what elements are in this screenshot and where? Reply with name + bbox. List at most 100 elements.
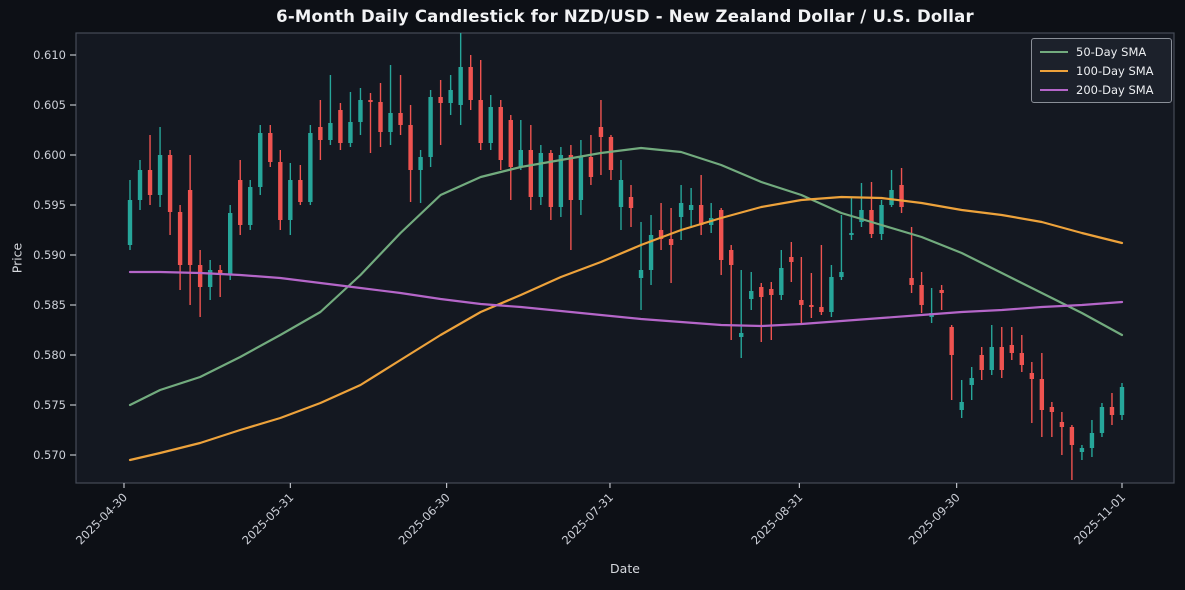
candle xyxy=(338,103,343,150)
candle xyxy=(919,272,924,313)
candle-body xyxy=(1009,345,1014,353)
candle-body xyxy=(698,205,704,225)
candle xyxy=(318,100,323,160)
candle-body xyxy=(488,107,493,143)
candle xyxy=(588,135,594,185)
candle xyxy=(628,185,634,227)
legend-item-sma200: 200-Day SMA xyxy=(1037,80,1166,99)
candle-body xyxy=(1049,407,1055,412)
candle xyxy=(418,150,423,203)
candle xyxy=(177,205,183,290)
candle-body xyxy=(428,97,433,157)
candle-body xyxy=(418,157,423,170)
candle-body xyxy=(588,157,594,177)
candle xyxy=(438,80,443,145)
candle xyxy=(658,203,664,250)
candle-body xyxy=(177,212,183,265)
candle xyxy=(488,95,493,150)
candle-body xyxy=(829,277,834,312)
candle xyxy=(197,250,203,317)
candle xyxy=(809,273,814,318)
candle xyxy=(508,115,513,200)
candle xyxy=(999,327,1004,378)
candle xyxy=(1029,362,1035,423)
candle xyxy=(478,60,483,150)
candle-body xyxy=(989,347,994,370)
candle-body xyxy=(598,127,604,137)
candle xyxy=(789,242,794,282)
candle xyxy=(278,150,283,230)
candle-body xyxy=(308,133,313,202)
sma200-line-swatch xyxy=(1040,88,1068,91)
candle xyxy=(638,222,644,310)
candle xyxy=(939,285,944,310)
candle-body xyxy=(248,187,253,225)
candle-body xyxy=(408,125,413,170)
x-tick-label: 2025-08-31 xyxy=(748,490,805,547)
candle xyxy=(889,170,894,207)
candle-body xyxy=(668,239,674,245)
candle xyxy=(1039,353,1045,437)
y-tick-label: 0.590 xyxy=(33,248,66,262)
candle-body xyxy=(618,180,624,207)
candle xyxy=(288,163,293,235)
candle-body xyxy=(979,355,984,370)
candle xyxy=(1059,412,1065,455)
y-tick-label: 0.595 xyxy=(33,198,66,212)
candle-body xyxy=(769,289,774,295)
candle xyxy=(348,92,353,147)
candle xyxy=(799,257,804,325)
candle xyxy=(558,147,564,217)
candle-body xyxy=(538,153,544,197)
y-axis: 0.570 0.575 0.580 0.585 0.590 0.595 0.600 0.605… xyxy=(33,48,76,462)
candle xyxy=(959,380,964,418)
candle-body xyxy=(548,153,554,207)
candle xyxy=(899,168,904,213)
candle xyxy=(749,272,754,310)
candle xyxy=(989,325,994,375)
candle-body xyxy=(799,300,804,305)
y-tick-label: 0.580 xyxy=(33,348,66,362)
candle xyxy=(1099,403,1105,437)
candle-body xyxy=(558,155,564,207)
y-tick-label: 0.585 xyxy=(33,298,66,312)
candle-body xyxy=(1099,407,1105,433)
candle xyxy=(979,347,984,380)
candle-body xyxy=(458,67,463,105)
candle-body xyxy=(839,272,844,277)
candles xyxy=(127,33,1125,480)
candle xyxy=(769,282,774,340)
candle xyxy=(819,245,824,315)
candle xyxy=(238,160,243,235)
200-day-sma-line xyxy=(128,270,1124,328)
50-day-sma-line xyxy=(128,146,1124,407)
y-tick-label: 0.575 xyxy=(33,398,66,412)
candle-body xyxy=(328,123,333,140)
candle xyxy=(668,208,674,283)
candle-body xyxy=(789,257,794,262)
sma100-line-swatch xyxy=(1040,69,1068,72)
candle xyxy=(358,88,363,135)
candle-body xyxy=(157,155,163,195)
candle-body xyxy=(187,190,193,265)
candle-body xyxy=(288,180,293,220)
candle-body xyxy=(278,162,283,220)
x-tick-label: 2025-05-31 xyxy=(239,490,296,547)
candle xyxy=(1119,383,1125,420)
candle xyxy=(308,125,313,205)
x-tick-label: 2025-04-30 xyxy=(73,490,130,547)
candle-body xyxy=(578,157,584,200)
candle-body xyxy=(438,97,443,103)
candle-body xyxy=(468,67,473,100)
candle xyxy=(648,215,654,285)
candle-body xyxy=(378,102,383,132)
candle-body xyxy=(939,290,944,293)
candle xyxy=(398,75,403,135)
candle xyxy=(618,160,624,230)
candle-body xyxy=(498,107,503,160)
candle xyxy=(298,165,303,205)
candle-body xyxy=(608,137,614,170)
candle-body xyxy=(999,347,1004,370)
candle xyxy=(839,215,844,280)
y-tick-label: 0.605 xyxy=(33,98,66,112)
